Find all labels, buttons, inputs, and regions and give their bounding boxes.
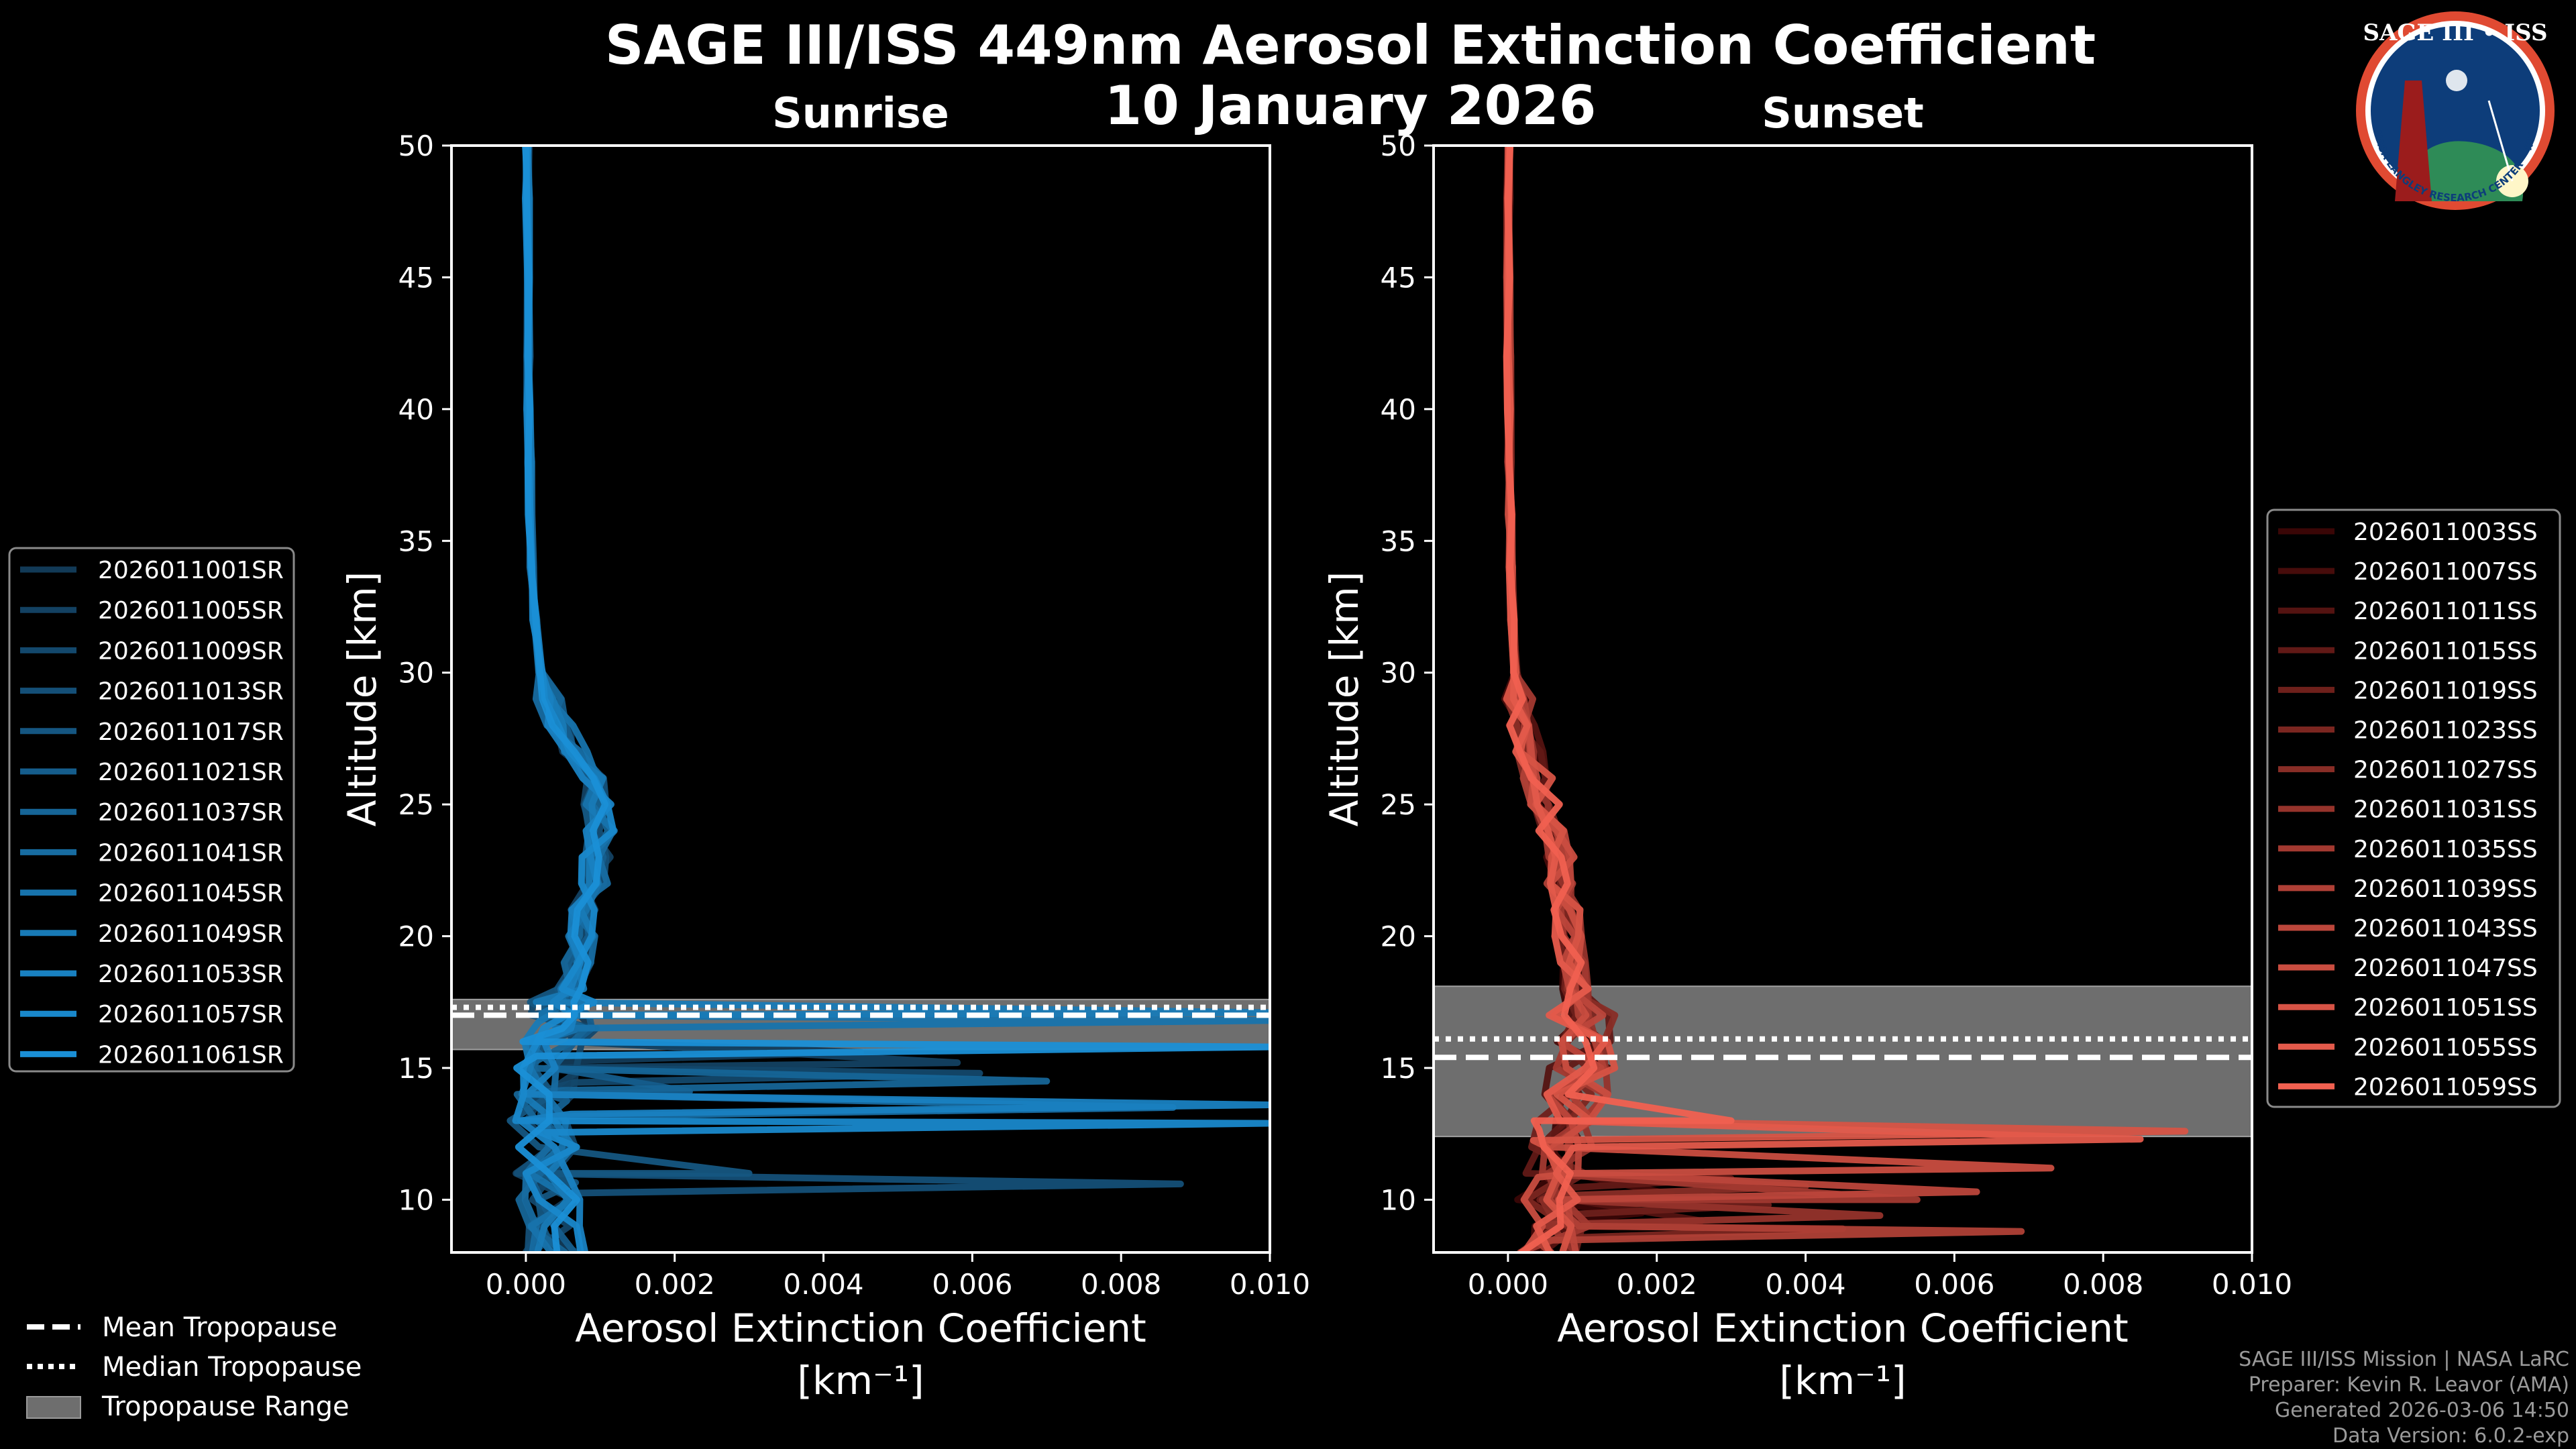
figure-date: 10 January 2026 [1105, 74, 1597, 137]
ss-legend-label: 2026011003SS [2353, 519, 2538, 546]
sunset-series-lines [1501, 146, 2189, 1252]
credits: SAGE III/ISS Mission | NASA LaRC Prepare… [2239, 1348, 2569, 1448]
sunset-panel-title: Sunset [1762, 89, 1924, 138]
sr-ytick-label: 40 [398, 393, 434, 426]
ss-legend-label: 2026011043SS [2353, 915, 2538, 943]
sr-ytick-label: 15 [398, 1052, 434, 1085]
credit-version: Data Version: 6.0.2-exp [2332, 1424, 2569, 1448]
ss-ytick-label: 30 [1381, 657, 1416, 690]
sr-legend-label: 2026011061SR [98, 1041, 284, 1069]
ss-legend-label: 2026011023SS [2353, 717, 2538, 745]
sunrise-ticks: 0.000 0.002 0.004 0.006 0.008 0.010 10 15 20 25 30… [398, 129, 1311, 1301]
sr-series-2026011061SR [513, 146, 1270, 1252]
sr-xtick-label: 0.004 [783, 1268, 863, 1301]
ss-legend-label: 2026011019SS [2353, 677, 2538, 704]
sr-xtick-label: 0.002 [635, 1268, 715, 1301]
ss-legend-label: 2026011011SS [2353, 598, 2538, 625]
sunset-xlabel: Aerosol Extinction Coefficient [1557, 1305, 2129, 1351]
figure-title: SAGE III/ISS 449nm Aerosol Extinction Co… [605, 14, 2096, 76]
sunrise-legend-frame [8, 547, 295, 1073]
sr-legend-label: 2026011041SR [98, 839, 284, 867]
ss-xtick-label: 0.002 [1617, 1268, 1697, 1301]
ss-legend-label: 2026011039SS [2353, 875, 2538, 903]
ss-legend-label: 2026011015SS [2353, 637, 2538, 665]
sunrise-tropopause-lines [451, 1004, 1270, 1018]
patch-figure-robe [2395, 80, 2432, 201]
ss-series-2026011059SS [1503, 146, 1735, 1252]
ss-legend-label: 2026011047SS [2353, 955, 2538, 982]
ss-xtick-label: 0.000 [1468, 1268, 1548, 1301]
sunset-chart: 0.000 0.002 0.004 0.006 0.008 0.010 10 15 20 25 30… [1322, 129, 2292, 1403]
credit-generated: Generated 2026-03-06 14:50 [2275, 1399, 2569, 1422]
sr-ytick-label: 35 [398, 525, 434, 557]
sr-xtick-label: 0.000 [486, 1268, 566, 1301]
sunrise-chart: 0.000 0.002 0.004 0.006 0.008 0.010 10 15 20 25 30… [339, 129, 1310, 1403]
sunrise-xunit: [km⁻¹] [797, 1358, 924, 1403]
ss-ytick-label: 25 [1381, 788, 1416, 821]
sr-legend-label: 2026011009SR [98, 637, 284, 665]
ss-legend-label: 2026011035SS [2353, 836, 2538, 863]
sr-xtick-label: 0.010 [1230, 1268, 1310, 1301]
sr-legend-label: 2026011017SR [98, 718, 284, 746]
sunset-legend-frame [2266, 508, 2561, 1108]
sunrise-axes-frame [450, 144, 1271, 1254]
sunset-xunit: [km⁻¹] [1779, 1358, 1906, 1403]
sr-ytick-label: 10 [398, 1183, 434, 1216]
sr-legend-label: 2026011013SR [98, 678, 284, 706]
sr-legend-label: 2026011005SR [98, 597, 284, 625]
sunset-legend: 2026011003SS 2026011007SS 2026011011SS 2026… [2266, 508, 2561, 1108]
sr-ytick-label: 50 [398, 129, 434, 162]
sr-xtick-label: 0.008 [1081, 1268, 1161, 1301]
sr-ytick-label: 30 [398, 657, 434, 690]
ss-ytick-label: 20 [1381, 920, 1416, 953]
tropopause-range-swatch [26, 1396, 81, 1419]
sunset-tropopause-lines [1434, 1036, 2252, 1061]
ss-ytick-label: 35 [1381, 525, 1416, 557]
credit-preparer: Preparer: Kevin R. Leavor (AMA) [2249, 1373, 2569, 1397]
sunset-axes-frame [1432, 144, 2253, 1254]
ss-legend-label: 2026011051SS [2353, 994, 2538, 1022]
ss-legend-label: 2026011055SS [2353, 1034, 2538, 1061]
ss-ytick-label: 40 [1381, 393, 1416, 426]
ss-ytick-label: 50 [1381, 129, 1416, 162]
sr-legend-label: 2026011045SR [98, 880, 284, 908]
sr-xtick-label: 0.006 [932, 1268, 1012, 1301]
ss-ytick-label: 10 [1381, 1183, 1416, 1216]
sunrise-ylabel: Altitude [km] [339, 572, 385, 826]
sunrise-xlabel: Aerosol Extinction Coefficient [575, 1305, 1146, 1351]
ss-xtick-label: 0.006 [1914, 1268, 1994, 1301]
tropopause-range-label: Tropopause Range [101, 1391, 350, 1422]
sunset-ylabel: Altitude [km] [1322, 572, 1367, 826]
sr-legend-label: 2026011021SR [98, 759, 284, 786]
patch-title: SAGE III • ISS [2363, 19, 2547, 46]
sr-legend-label: 2026011001SR [98, 557, 284, 584]
mean-tropopause-label: Mean Tropopause [102, 1312, 337, 1343]
median-tropopause-label: Median Tropopause [102, 1352, 362, 1383]
ss-xtick-label: 0.010 [2212, 1268, 2292, 1301]
sunrise-legend: 2026011001SR 2026011005SR 2026011009SR 2026… [8, 547, 295, 1073]
ss-ytick-label: 45 [1381, 261, 1416, 294]
sunrise-panel-title: Sunrise [772, 89, 949, 138]
ss-ytick-label: 15 [1381, 1052, 1416, 1085]
patch-moon [2446, 70, 2467, 91]
sr-legend-label: 2026011057SR [98, 1001, 284, 1028]
sunset-ticks: 0.000 0.002 0.004 0.006 0.008 0.010 10 15 20 25 30… [1381, 129, 2293, 1301]
patch-beam [2487, 100, 2514, 182]
ss-legend-label: 2026011059SS [2353, 1073, 2538, 1101]
sr-legend-label: 2026011037SR [98, 799, 284, 826]
sr-legend-label: 2026011049SR [98, 920, 284, 948]
ss-xtick-label: 0.008 [2063, 1268, 2143, 1301]
ss-legend-label: 2026011031SS [2353, 796, 2538, 824]
ss-legend-label: 2026011007SS [2353, 558, 2538, 586]
sunrise-series-lines [506, 146, 1270, 1252]
ss-legend-label: 2026011027SS [2353, 757, 2538, 784]
tropopause-legend: Mean Tropopause Median Tropopause Tropop… [26, 1312, 362, 1422]
credit-mission: SAGE III/ISS Mission | NASA LaRC [2239, 1348, 2569, 1371]
sr-legend-label: 2026011053SR [98, 961, 284, 988]
sr-ytick-label: 25 [398, 788, 434, 821]
sr-ytick-label: 20 [398, 920, 434, 953]
ss-xtick-label: 0.004 [1765, 1268, 1845, 1301]
sr-ytick-label: 45 [398, 261, 434, 294]
